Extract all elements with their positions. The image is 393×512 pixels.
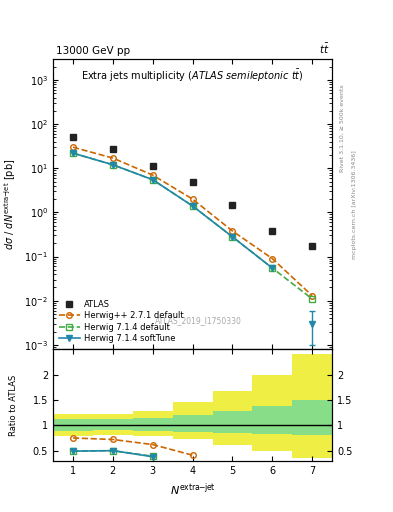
Text: $t\bar{t}$: $t\bar{t}$ bbox=[319, 42, 329, 56]
Herwig++ 2.7.1 default bbox=[270, 255, 275, 262]
Herwig 7.1.4 default bbox=[310, 296, 314, 302]
Line: Herwig 7.1.4 default: Herwig 7.1.4 default bbox=[70, 151, 315, 302]
Herwig++ 2.7.1 default bbox=[310, 293, 314, 299]
Bar bbox=[292, 400, 332, 435]
Bar bbox=[252, 375, 292, 451]
Bar bbox=[53, 419, 93, 432]
ATLAS bbox=[270, 228, 275, 234]
Text: Rivet 3.1.10, ≥ 500k events: Rivet 3.1.10, ≥ 500k events bbox=[340, 84, 345, 172]
Text: ATLAS_2019_I1750330: ATLAS_2019_I1750330 bbox=[155, 315, 242, 325]
Herwig 7.1.4 softTune bbox=[190, 203, 195, 209]
Bar bbox=[133, 418, 173, 432]
Bar bbox=[93, 419, 133, 431]
ATLAS bbox=[310, 243, 314, 249]
ATLAS bbox=[230, 202, 235, 208]
Herwig++ 2.7.1 default bbox=[151, 172, 155, 178]
Herwig++ 2.7.1 default bbox=[230, 228, 235, 234]
Herwig++ 2.7.1 default bbox=[190, 196, 195, 202]
X-axis label: $N^{\mathrm{extra\!\!-\!\!jet}}$: $N^{\mathrm{extra\!\!-\!\!jet}}$ bbox=[170, 481, 215, 498]
Herwig 7.1.4 default bbox=[190, 203, 195, 209]
Herwig 7.1.4 default bbox=[110, 162, 115, 168]
ATLAS bbox=[71, 134, 75, 140]
Herwig++ 2.7.1 default bbox=[110, 155, 115, 161]
Herwig 7.1.4 default bbox=[230, 234, 235, 240]
Text: mcplots.cern.ch [arXiv:1306.3436]: mcplots.cern.ch [arXiv:1306.3436] bbox=[352, 151, 357, 259]
Herwig 7.1.4 softTune bbox=[230, 234, 235, 240]
Herwig 7.1.4 default bbox=[270, 265, 275, 271]
Bar bbox=[173, 402, 213, 439]
ATLAS bbox=[151, 163, 155, 169]
Herwig 7.1.4 softTune bbox=[110, 162, 115, 168]
Herwig 7.1.4 softTune bbox=[270, 265, 275, 271]
Bar bbox=[292, 354, 332, 458]
Herwig++ 2.7.1 default bbox=[71, 144, 75, 150]
Line: Herwig++ 2.7.1 default: Herwig++ 2.7.1 default bbox=[70, 144, 315, 298]
Herwig 7.1.4 default bbox=[71, 150, 75, 156]
Line: ATLAS: ATLAS bbox=[70, 134, 315, 249]
Bar bbox=[252, 406, 292, 434]
ATLAS bbox=[110, 146, 115, 152]
Text: Extra jets multiplicity $\mathit{(ATLAS\ semileptonic\ t\bar{t})}$: Extra jets multiplicity $\mathit{(ATLAS\… bbox=[81, 68, 304, 83]
Line: Herwig 7.1.4 softTune: Herwig 7.1.4 softTune bbox=[70, 151, 275, 271]
Bar bbox=[213, 411, 252, 433]
ATLAS bbox=[190, 179, 195, 185]
Bar bbox=[53, 414, 93, 436]
Y-axis label: $d\sigma$ / $dN^{\mathrm{extra\!\!-\!\!jet}}$ [pb]: $d\sigma$ / $dN^{\mathrm{extra\!\!-\!\!j… bbox=[2, 158, 18, 250]
Bar bbox=[133, 411, 173, 436]
Herwig 7.1.4 softTune bbox=[71, 150, 75, 156]
Bar bbox=[173, 415, 213, 432]
Text: 13000 GeV pp: 13000 GeV pp bbox=[56, 46, 130, 56]
Y-axis label: Ratio to ATLAS: Ratio to ATLAS bbox=[9, 374, 18, 436]
Bar bbox=[213, 391, 252, 444]
Bar bbox=[93, 414, 133, 435]
Legend: ATLAS, Herwig++ 2.7.1 default, Herwig 7.1.4 default, Herwig 7.1.4 softTune: ATLAS, Herwig++ 2.7.1 default, Herwig 7.… bbox=[57, 298, 185, 345]
Herwig 7.1.4 softTune bbox=[151, 177, 155, 183]
Herwig 7.1.4 default bbox=[151, 177, 155, 183]
